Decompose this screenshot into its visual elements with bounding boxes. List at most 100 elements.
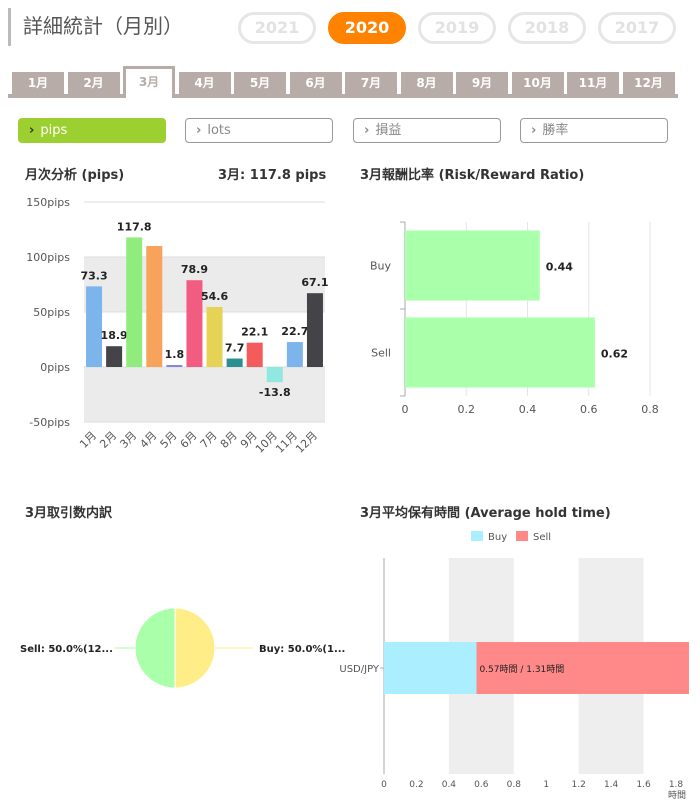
month-tab-7[interactable]: 7月 (345, 72, 397, 94)
month-tabs: 1月 2月 3月 4月 5月 6月 7月 8月 9月 10月 11月 12月 (8, 66, 678, 98)
x-tick-label: 0.4 (442, 780, 457, 790)
month-tab-6[interactable]: 6月 (289, 72, 342, 94)
x-tick-label: 1.6 (636, 780, 651, 790)
filter-button-1[interactable]: › lots (185, 118, 333, 143)
legend-swatch-sell (516, 531, 528, 541)
month-tab-11[interactable]: 11月 (567, 72, 619, 94)
data-label: 0.44 (546, 261, 573, 274)
trade-breakdown-pie: Sell: 50.0%(12... Buy: 50.0%(1... (20, 607, 345, 689)
x-tick-label: 0.2 (409, 780, 423, 790)
x-tick-label: 0.4 (519, 403, 537, 416)
legend-label-buy: Buy (488, 532, 507, 543)
x-tick-label: 7月 (198, 429, 220, 451)
data-label: 18.9 (101, 329, 128, 342)
year-button-2020[interactable]: 2020 (328, 12, 406, 44)
bar-3月 (126, 237, 143, 367)
x-tick-label: 1月 (77, 429, 99, 451)
legend-swatch-buy (471, 531, 483, 541)
y-tick-label: 100pips (26, 251, 70, 264)
legend-label-sell: Sell (533, 532, 551, 543)
filter-label: 損益 (375, 123, 402, 138)
chevron-right-icon: › (364, 123, 370, 138)
pie-slice-sell (134, 607, 176, 689)
y-tick-label: 150pips (26, 196, 70, 209)
month-tab-3[interactable]: 3月 (123, 66, 175, 98)
chevron-right-icon: › (531, 123, 537, 138)
bar-8月 (226, 358, 243, 367)
year-button-2021[interactable]: 2021 (238, 12, 316, 44)
year-selector: 2021 2020 2019 2018 2017 (238, 12, 676, 44)
bar-9月 (246, 342, 263, 367)
data-label: 22.1 (241, 326, 268, 339)
x-tick-label: 0.6 (580, 403, 598, 416)
monthly-chart-title: 月次分析 (pips) (25, 168, 125, 183)
trades-chart-title: 3月取引数内訳 (25, 506, 113, 521)
data-label: 73.3 (80, 269, 107, 282)
plot-band (84, 257, 325, 312)
risk-reward-chart: 0 0.2 0.4 0.6 0.8 Buy 0.44 Sell 0.62 (370, 221, 659, 416)
y-tick-label: Buy (370, 260, 392, 273)
pie-label-sell: Sell: 50.0%(12... (20, 644, 113, 655)
x-tick-label: 8月 (218, 429, 240, 451)
y-tick-label: 50pips (33, 306, 70, 319)
x-tick-label: 0.2 (458, 403, 476, 416)
month-tab-8[interactable]: 8月 (400, 72, 453, 94)
x-tick-label: 5月 (158, 429, 180, 451)
x-tick-label: 4月 (137, 429, 159, 451)
x-tick-label: 11月 (273, 429, 300, 456)
data-label: 117.8 (117, 220, 152, 233)
monthly-pips-chart: 150pips 100pips 50pips 0pips -50pips 73.3 1月 18… (26, 196, 328, 456)
data-label: -13.8 (259, 386, 291, 399)
month-tab-4[interactable]: 4月 (178, 72, 231, 94)
x-tick-label: 10月 (253, 429, 280, 456)
data-label: 7.7 (225, 342, 245, 355)
bar-11月 (286, 342, 303, 367)
bar-10月 (266, 367, 283, 383)
year-button-2017[interactable]: 2017 (598, 12, 676, 44)
filter-button-2[interactable]: › 損益 (353, 118, 501, 143)
bar-Sell (405, 317, 595, 388)
x-axis-label: 時間 (668, 790, 686, 801)
rr-chart-title: 3月報酬比率 (Risk/Reward Ratio) (360, 168, 585, 183)
x-tick-label: 0.8 (641, 403, 659, 416)
bar-2月 (106, 346, 123, 367)
x-tick-label: 1 (543, 780, 549, 790)
y-tick-label: 0pips (40, 361, 70, 374)
pie-label-buy: Buy: 50.0%(1... (259, 644, 345, 655)
bar-4月 (146, 246, 163, 367)
year-button-2019[interactable]: 2019 (418, 12, 496, 44)
month-tab-10[interactable]: 10月 (511, 72, 564, 94)
chevron-right-icon: › (196, 123, 202, 138)
filter-label: lots (207, 123, 231, 138)
x-tick-label: 1.2 (572, 780, 586, 790)
hold-chart-title: 3月平均保有時間 (Average hold time) (360, 506, 611, 521)
chevron-right-icon: › (29, 123, 35, 138)
month-tab-2[interactable]: 2月 (67, 72, 120, 94)
data-label: 54.6 (201, 290, 228, 303)
month-tab-9[interactable]: 9月 (456, 72, 508, 94)
x-tick-label: 0 (381, 780, 387, 790)
x-tick-label: 0 (402, 403, 409, 416)
filter-label: pips (40, 123, 68, 138)
bar-6月 (186, 280, 203, 367)
month-tab-1[interactable]: 1月 (12, 72, 64, 94)
filter-button-0[interactable]: › pips (18, 118, 166, 143)
data-label: 1.8 (165, 348, 185, 361)
data-label: 22.7 (281, 325, 308, 338)
filter-button-3[interactable]: › 勝率 (520, 118, 668, 143)
bar-7月 (206, 306, 223, 367)
year-button-2018[interactable]: 2018 (508, 12, 586, 44)
x-tick-label: 1.8 (669, 780, 684, 790)
x-tick-label: 1.4 (604, 780, 619, 790)
plot-band (84, 367, 325, 422)
month-tab-5[interactable]: 5月 (234, 72, 286, 94)
x-tick-label: 0.6 (474, 780, 489, 790)
month-tab-12[interactable]: 12月 (622, 72, 675, 94)
x-tick-label: 6月 (178, 429, 200, 451)
hold-time-chart: Buy Sell 0 0.2 0.4 0.6 0.8 1 1.2 1.4 1.6 1.8時間 0.57時… (339, 531, 689, 801)
x-tick-label: 12月 (293, 429, 320, 456)
bar-Buy (405, 230, 540, 301)
filter-label: 勝率 (542, 123, 569, 138)
data-label: 67.1 (301, 276, 328, 289)
bar-5月 (166, 365, 183, 367)
